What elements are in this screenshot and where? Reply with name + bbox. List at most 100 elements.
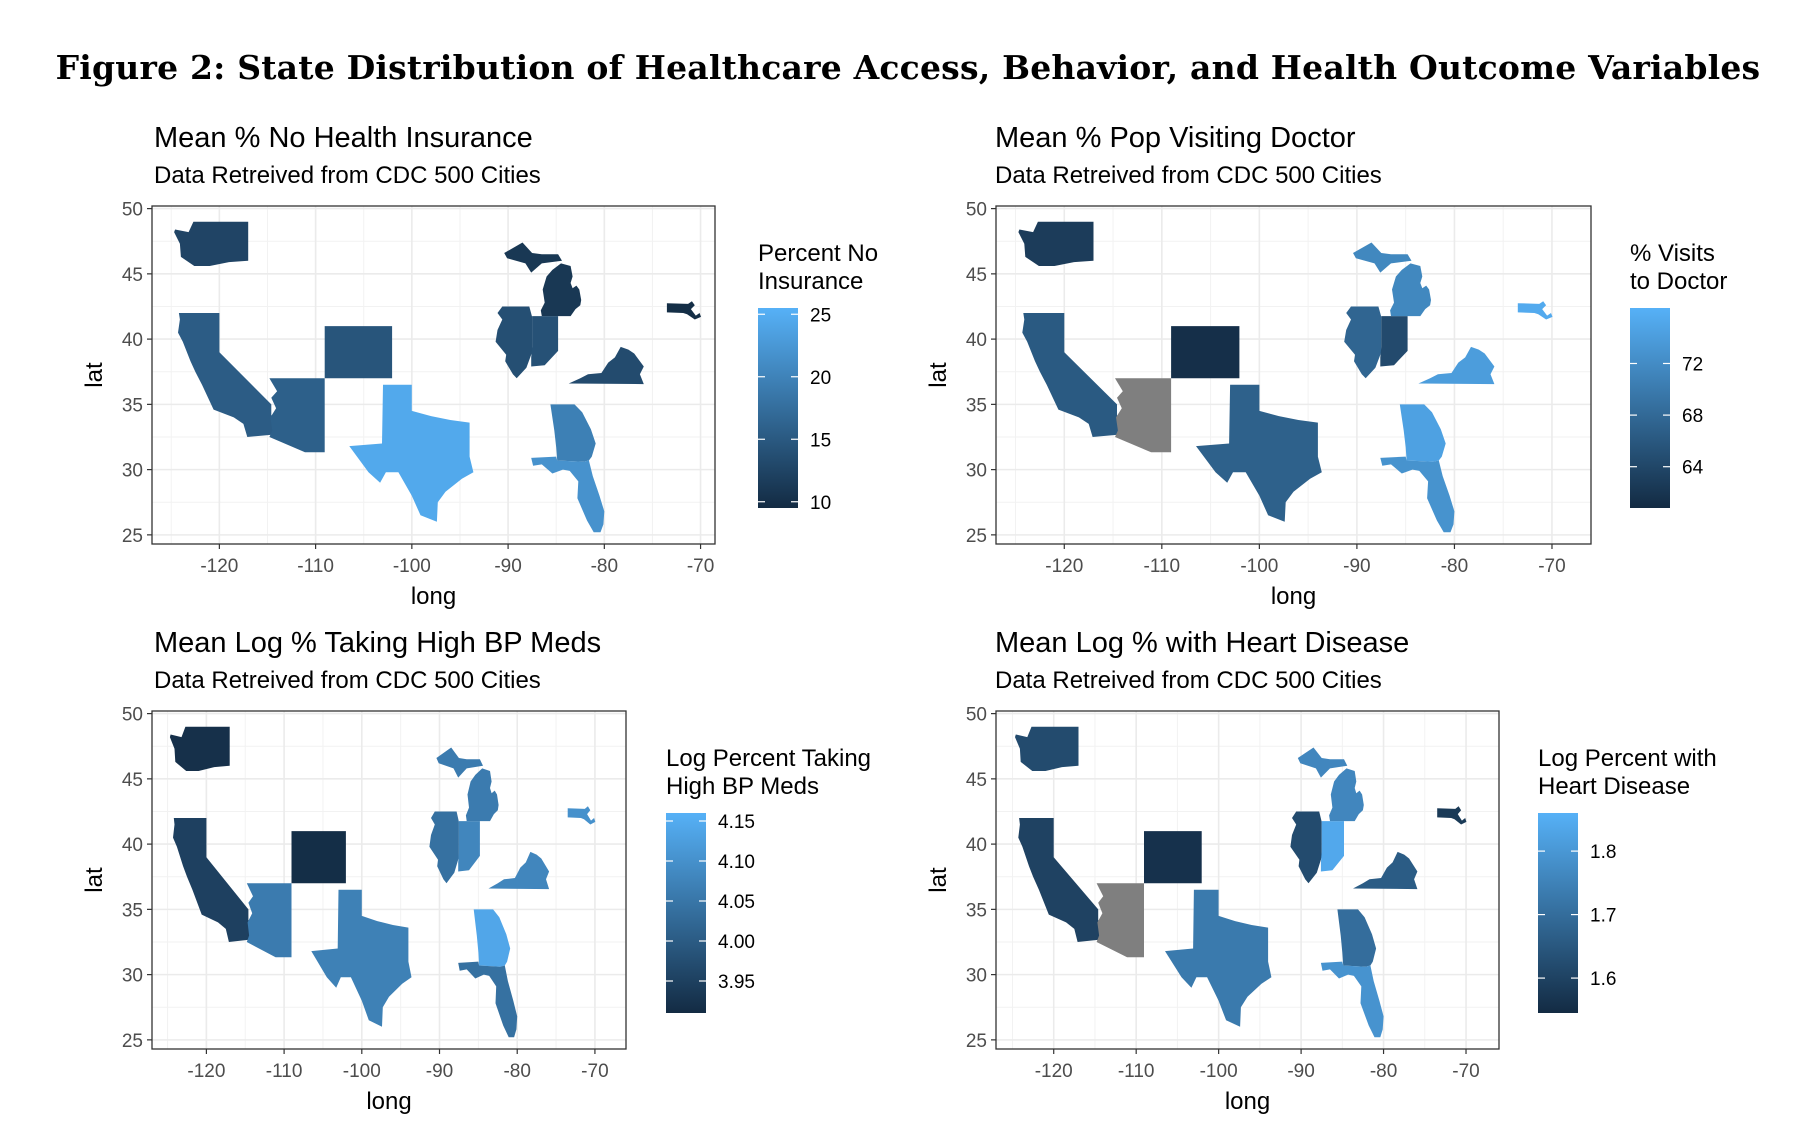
state-indiana xyxy=(1320,821,1344,872)
state-indiana xyxy=(1380,316,1408,367)
x-axis-label: long xyxy=(1271,583,1316,610)
legend-tick-label: 72 xyxy=(1682,354,1703,375)
y-tick-label: 30 xyxy=(122,966,143,987)
state-indiana xyxy=(458,821,480,872)
x-tick-label: -70 xyxy=(581,1061,608,1082)
legend-tick-label: 4.00 xyxy=(718,932,755,953)
state-washington xyxy=(174,221,249,266)
legend-tick-label: 1.8 xyxy=(1590,842,1616,863)
x-tick-label: -90 xyxy=(494,556,521,577)
grid xyxy=(996,206,1591,544)
state-michigan xyxy=(540,263,582,317)
legend-tick-label: 64 xyxy=(1682,458,1704,479)
x-tick-label: -90 xyxy=(1287,1061,1314,1082)
state-washington xyxy=(169,726,230,771)
x-tick-label: -70 xyxy=(1538,556,1565,577)
y-axis-label: lat xyxy=(81,362,108,388)
state-florida xyxy=(458,961,518,1038)
state-california xyxy=(1018,818,1103,942)
map-panel-bp-meds: Mean Log % Taking High BP Meds Data Retr… xyxy=(0,615,908,1115)
figure-title: Figure 2: State Distribution of Healthca… xyxy=(55,48,1761,87)
y-tick-label: 25 xyxy=(122,526,143,547)
states xyxy=(174,221,701,533)
y-tick-label: 35 xyxy=(966,395,987,416)
state-california xyxy=(173,818,253,942)
y-tick-label: 35 xyxy=(966,900,987,921)
state-arizona xyxy=(246,883,292,958)
map-svg: -120 -110 -100 -90 -80 -70 25 30 35 40 45 50 long lat… xyxy=(81,200,831,610)
state-texas xyxy=(1165,889,1272,1027)
x-tick-label: -110 xyxy=(297,556,334,577)
state-arizona xyxy=(269,378,325,453)
x-tick-label: -70 xyxy=(1452,1061,1479,1082)
x-tick-label: -80 xyxy=(591,556,618,577)
legend-tick-label: 4.10 xyxy=(718,852,755,873)
state-georgia xyxy=(473,909,511,967)
state-texas xyxy=(349,384,474,522)
state-michigan xyxy=(504,242,562,273)
y-tick-label: 25 xyxy=(966,526,987,547)
states xyxy=(1015,726,1467,1038)
x-tick-label: -90 xyxy=(426,1061,453,1082)
legend-tick-label: 4.15 xyxy=(718,812,755,833)
states xyxy=(169,726,596,1038)
y-tick-label: 40 xyxy=(122,835,143,856)
state-virginia xyxy=(1418,346,1495,385)
state-colorado xyxy=(1171,326,1240,379)
y-tick-label: 45 xyxy=(122,770,143,791)
state-michigan xyxy=(1353,242,1412,273)
state-illinois xyxy=(429,811,459,884)
map-panel-no-insurance: Mean % No Health Insurance Data Retreive… xyxy=(0,110,908,610)
x-tick-label: -70 xyxy=(687,556,714,577)
chart-subtitle: Data Retreived from CDC 500 Cities xyxy=(154,667,541,694)
state-michigan xyxy=(436,747,483,778)
chart-title: Mean % No Health Insurance xyxy=(154,122,533,154)
chart-subtitle: Data Retreived from CDC 500 Cities xyxy=(154,162,541,189)
legend-tick-label: 20 xyxy=(810,368,831,389)
legend-tick-label: 4.05 xyxy=(718,892,755,913)
legend-colorbar xyxy=(1538,813,1578,1013)
state-colorado xyxy=(291,831,346,884)
state-illinois xyxy=(1344,306,1382,379)
x-tick-label: -100 xyxy=(1240,556,1278,577)
state-michigan xyxy=(1390,263,1431,317)
state-california xyxy=(178,313,277,437)
y-tick-label: 40 xyxy=(966,330,987,351)
state-massachusetts xyxy=(1437,806,1467,825)
state-virginia xyxy=(488,851,550,890)
x-tick-label: -80 xyxy=(1441,556,1468,577)
state-colorado xyxy=(324,326,393,379)
x-axis-label: long xyxy=(366,1088,411,1115)
legend-tick-label: 68 xyxy=(1682,406,1703,427)
state-virginia xyxy=(568,346,644,385)
legend-tick-label: 25 xyxy=(810,305,831,326)
state-arizona xyxy=(1115,378,1172,453)
map-panel-heart-disease: Mean Log % with Heart Disease Data Retre… xyxy=(843,615,1751,1115)
x-tick-label: -110 xyxy=(1118,1061,1155,1082)
plot-border xyxy=(151,205,716,545)
state-virginia xyxy=(1353,851,1418,890)
state-georgia xyxy=(1337,909,1377,967)
map-svg: -120 -110 -100 -90 -80 -70 25 30 35 40 45 50 long lat… xyxy=(925,200,1704,610)
x-tick-label: -80 xyxy=(503,1061,530,1082)
state-illinois xyxy=(495,306,533,379)
map-svg: -120 -110 -100 -90 -80 -70 25 30 35 40 45 50 long lat… xyxy=(925,705,1616,1115)
y-axis-label: lat xyxy=(925,867,952,893)
legend-title: Log Percent Taking High BP Meds xyxy=(666,745,872,800)
chart-title: Mean Log % with Heart Disease xyxy=(995,627,1410,659)
legend-tick-label: 3.95 xyxy=(718,972,755,993)
y-tick-label: 25 xyxy=(122,1031,143,1052)
y-tick-label: 45 xyxy=(966,265,987,286)
grid xyxy=(996,711,1499,1049)
x-tick-label: -110 xyxy=(266,1061,303,1082)
chart-title: Mean Log % Taking High BP Meds xyxy=(154,627,602,659)
state-texas xyxy=(311,889,412,1027)
state-washington xyxy=(1015,726,1079,771)
legend-tick-label: 1.6 xyxy=(1590,969,1616,990)
chart-subtitle: Data Retreived from CDC 500 Cities xyxy=(995,667,1382,694)
y-tick-label: 45 xyxy=(966,770,987,791)
x-tick-label: -120 xyxy=(200,556,238,577)
state-florida xyxy=(1380,456,1455,533)
chart-title: Mean % Pop Visiting Doctor xyxy=(995,122,1356,154)
chart-subtitle: Data Retreived from CDC 500 Cities xyxy=(995,162,1382,189)
